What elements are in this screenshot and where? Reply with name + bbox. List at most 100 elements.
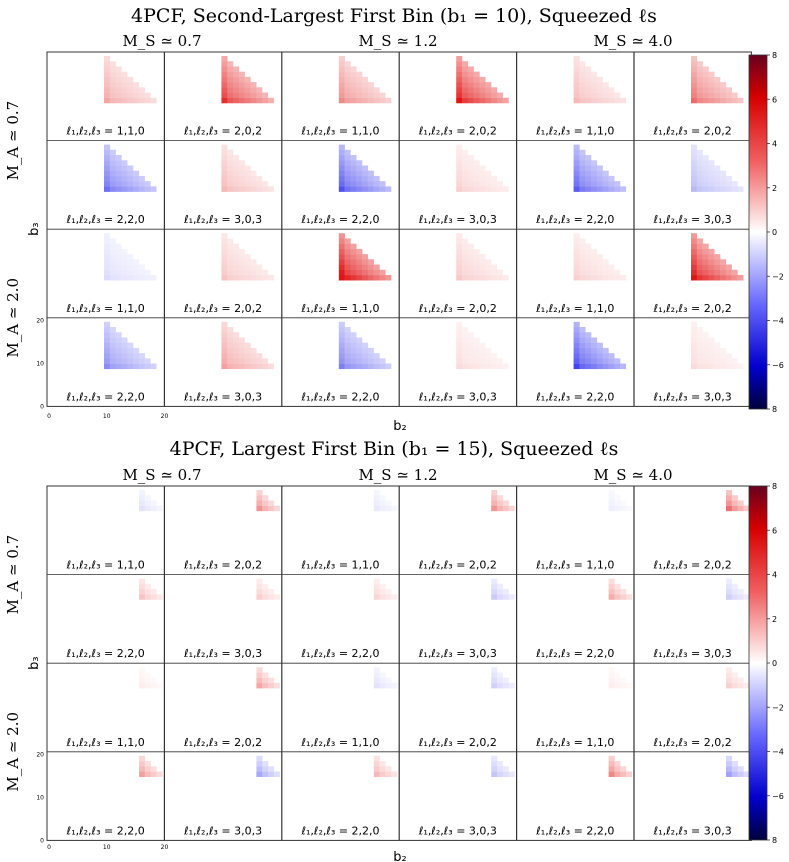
heatmap-panel: ℓ₁,ℓ₂,ℓ₃ = 3,0,3: [399, 751, 517, 841]
heatmap-cell: [344, 82, 351, 88]
heatmap-cell: [702, 87, 709, 93]
heatmap-cell: [737, 766, 744, 772]
heatmap-cell: [379, 505, 386, 512]
heatmap-cell: [602, 269, 609, 276]
heatmap-cell: [238, 363, 245, 370]
heatmap-cell: [367, 347, 374, 354]
heatmap-cell: [256, 682, 263, 689]
heatmap-cell: [462, 82, 469, 88]
heatmap-cell: [714, 92, 721, 99]
panel-ell-label: ℓ₁,ℓ₂,ℓ₃ = 3,0,3: [653, 824, 732, 837]
heatmap-cell: [367, 363, 374, 370]
heatmap-panel: ℓ₁,ℓ₂,ℓ₃ = 2,2,0: [281, 140, 400, 230]
panel-ell-label: ℓ₁,ℓ₂,ℓ₃ = 3,0,3: [653, 647, 732, 660]
heatmap-cell: [497, 583, 504, 590]
heatmap-cell: [479, 97, 486, 104]
heatmap-cell: [367, 82, 374, 88]
heatmap-cell: [144, 274, 151, 281]
heatmap-cell: [731, 771, 738, 777]
heatmap-cell: [708, 353, 715, 359]
heatmap-cell: [591, 181, 598, 187]
heatmap-cell: [139, 766, 146, 772]
heatmap-cell: [115, 87, 122, 93]
heatmap-cell: [121, 186, 128, 192]
heatmap-cell: [696, 186, 703, 192]
heatmap-cell: [362, 347, 369, 354]
heatmap-cell: [262, 92, 269, 99]
heatmap-cell: [115, 155, 122, 161]
heatmap-cell: [356, 269, 363, 276]
heatmap-cell: [115, 274, 122, 281]
heatmap-cell: [702, 337, 709, 343]
heatmap-cell: [467, 92, 474, 99]
heatmap-cell: [338, 327, 345, 333]
panel-ell-label: ℓ₁,ℓ₂,ℓ₃ = 2,0,2: [183, 302, 262, 315]
heatmap-cell: [144, 495, 151, 501]
heatmap-cell: [104, 82, 111, 88]
heatmap-cell: [350, 181, 357, 187]
heatmap-cell: [221, 342, 228, 349]
heatmap-cell: [602, 82, 609, 88]
heatmap-cell: [491, 766, 498, 772]
heatmap-cell: [496, 181, 503, 187]
heatmap-cell: [227, 170, 234, 177]
heatmap-cell: [362, 87, 369, 93]
heatmap-cell: [573, 254, 580, 260]
heatmap-cell: [338, 248, 345, 255]
heatmap-cell: [344, 155, 351, 161]
heatmap-cell: [233, 92, 240, 99]
heatmap-cell: [731, 500, 738, 506]
heatmap-cell: [708, 170, 715, 177]
heatmap-cell: [456, 353, 463, 359]
heatmap-cell: [344, 358, 351, 364]
heatmap-cell: [356, 186, 363, 192]
heatmap-cell: [121, 82, 128, 88]
heatmap-cell: [115, 269, 122, 276]
heatmap-cell: [104, 327, 111, 333]
heatmap-cell: [596, 259, 603, 265]
heatmap-cell: [485, 92, 492, 99]
heatmap-cell: [262, 495, 269, 501]
panel-ell-label: ℓ₁,ℓ₂,ℓ₃ = 3,0,3: [418, 390, 497, 403]
heatmap-cell: [591, 347, 598, 354]
heatmap-cell: [602, 92, 609, 99]
heatmap-cell: [133, 92, 140, 99]
heatmap-cell: [233, 274, 240, 281]
heatmap-cell: [127, 87, 134, 93]
heatmap-cell: [462, 327, 469, 333]
heatmap-cell: [109, 160, 116, 166]
heatmap-cell: [614, 186, 621, 192]
heatmap-cell: [256, 583, 263, 590]
heatmap-cell: [708, 82, 715, 88]
heatmap-cell: [367, 170, 374, 177]
heatmap-cell: [104, 332, 111, 338]
heatmap-cell: [473, 347, 480, 354]
heatmap-cell: [227, 87, 234, 93]
heatmap-cell: [373, 682, 380, 689]
heatmap-cell: [585, 66, 592, 72]
heatmap-cell: [614, 269, 621, 276]
panel-ell-label: ℓ₁,ℓ₂,ℓ₃ = 2,2,0: [300, 824, 379, 837]
heatmap-cell: [573, 358, 580, 364]
heatmap-cell: [462, 71, 469, 78]
y-tick-label: 0: [40, 403, 44, 410]
heatmap-cell: [221, 71, 228, 78]
heatmap-cell: [608, 175, 615, 182]
heatmap-cell: [362, 264, 369, 271]
heatmap-cell: [233, 254, 240, 260]
heatmap-cell: [497, 589, 504, 595]
heatmap-cell: [725, 97, 732, 104]
panel-ell-label: ℓ₁,ℓ₂,ℓ₃ = 2,0,2: [418, 302, 497, 315]
heatmap-cell: [691, 233, 698, 239]
heatmap-cell: [491, 175, 498, 182]
heatmap-cell: [338, 71, 345, 78]
heatmap-cell: [614, 771, 621, 777]
heatmap-cell: [720, 358, 727, 364]
heatmap-cell: [227, 61, 234, 67]
heatmap-cell: [221, 175, 228, 182]
heatmap-cell: [485, 97, 492, 104]
heatmap-cell: [591, 97, 598, 104]
heatmap-cell: [139, 505, 146, 512]
heatmap-cell: [473, 363, 480, 370]
heatmap-panel: ℓ₁,ℓ₂,ℓ₃ = 2,0,2: [399, 52, 517, 141]
